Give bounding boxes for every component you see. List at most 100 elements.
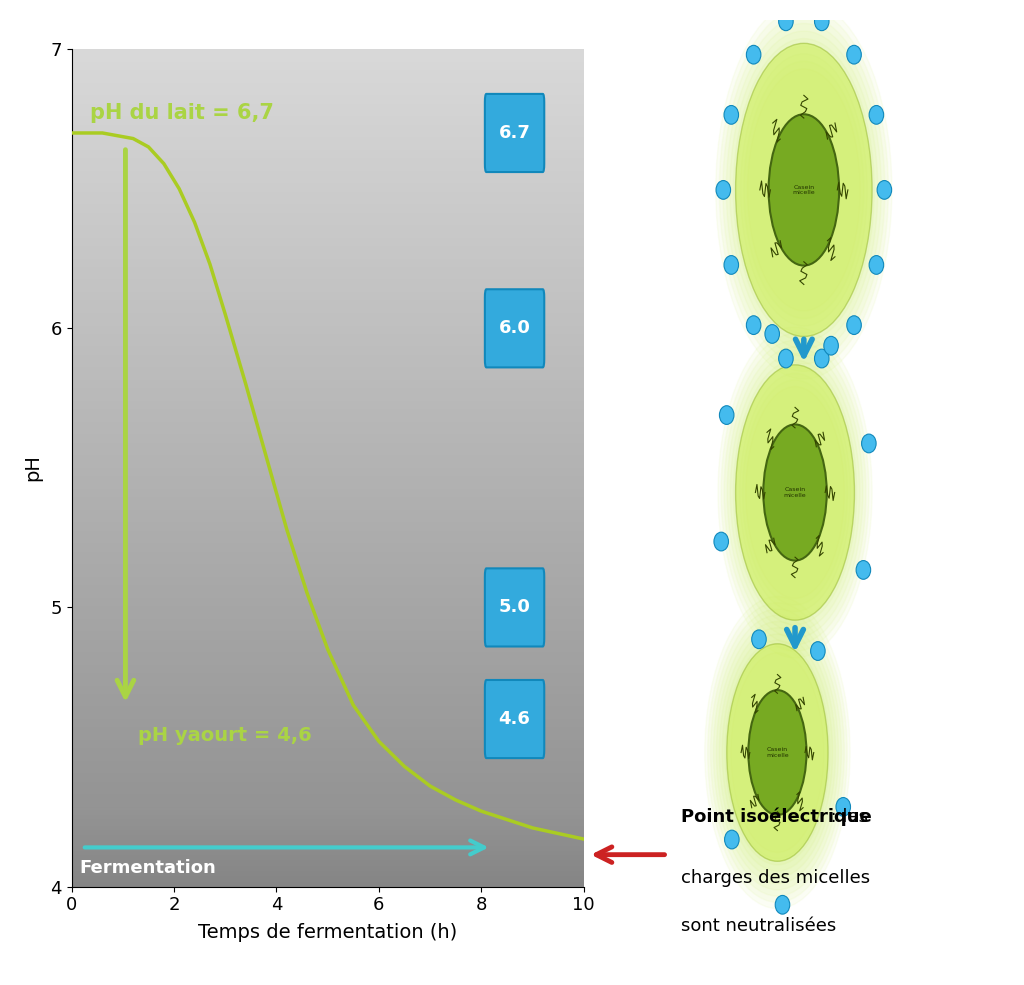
Bar xyxy=(72,678,584,682)
Bar xyxy=(72,267,584,271)
Bar xyxy=(72,70,584,75)
Ellipse shape xyxy=(869,255,884,274)
Bar xyxy=(72,769,584,773)
Bar xyxy=(72,644,584,648)
Bar xyxy=(72,816,584,820)
Ellipse shape xyxy=(765,325,779,344)
Bar xyxy=(72,371,584,375)
Bar xyxy=(72,308,584,313)
Bar xyxy=(72,363,584,367)
Bar xyxy=(72,821,584,822)
Ellipse shape xyxy=(856,560,870,579)
Bar xyxy=(72,732,584,736)
Bar xyxy=(72,824,584,825)
Bar xyxy=(72,760,584,765)
Bar xyxy=(72,854,584,855)
Circle shape xyxy=(705,597,850,908)
Bar xyxy=(72,841,584,843)
Text: pH du lait = 6,7: pH du lait = 6,7 xyxy=(90,103,273,123)
Bar xyxy=(72,166,584,170)
Bar xyxy=(72,293,584,296)
Bar xyxy=(72,62,584,66)
Text: 4.6: 4.6 xyxy=(499,710,530,728)
Bar xyxy=(72,246,584,250)
Circle shape xyxy=(717,622,839,884)
Ellipse shape xyxy=(847,316,861,335)
Bar xyxy=(72,280,584,284)
Ellipse shape xyxy=(724,255,738,274)
Bar xyxy=(72,851,584,852)
Bar xyxy=(72,623,584,627)
Bar xyxy=(72,825,584,827)
Text: Casein
micelle: Casein micelle xyxy=(793,184,815,195)
Bar xyxy=(72,840,584,844)
Bar xyxy=(72,464,584,468)
Bar xyxy=(72,552,584,556)
Circle shape xyxy=(733,361,857,624)
Circle shape xyxy=(708,603,847,902)
Circle shape xyxy=(723,16,885,363)
Text: 6.7: 6.7 xyxy=(499,124,530,142)
Bar xyxy=(72,170,584,175)
Bar xyxy=(72,522,584,526)
Bar xyxy=(72,782,584,786)
Bar xyxy=(72,196,584,200)
Circle shape xyxy=(742,380,848,605)
FancyBboxPatch shape xyxy=(485,290,545,367)
Bar xyxy=(72,822,584,824)
Ellipse shape xyxy=(824,336,839,355)
Bar xyxy=(72,451,584,455)
Bar xyxy=(72,619,584,623)
Bar xyxy=(72,489,584,493)
Bar xyxy=(72,124,584,129)
Bar xyxy=(72,367,584,371)
Bar xyxy=(72,870,584,871)
Bar xyxy=(72,116,584,120)
Circle shape xyxy=(719,627,836,878)
Bar xyxy=(72,863,584,865)
Bar xyxy=(72,745,584,749)
Bar xyxy=(72,568,584,572)
FancyBboxPatch shape xyxy=(485,94,545,172)
Bar xyxy=(72,388,584,393)
Text: sont neutralisées: sont neutralisées xyxy=(681,917,836,935)
Bar xyxy=(72,690,584,694)
Bar xyxy=(72,459,584,464)
Bar xyxy=(72,200,584,204)
Bar xyxy=(72,794,584,799)
Bar xyxy=(72,53,584,57)
Bar xyxy=(72,831,584,833)
Bar xyxy=(72,736,584,740)
Bar xyxy=(72,836,584,840)
Bar xyxy=(72,858,584,860)
Bar xyxy=(72,476,584,481)
Bar xyxy=(72,635,584,639)
Bar xyxy=(72,92,584,96)
Bar xyxy=(72,876,584,877)
Bar xyxy=(72,343,584,347)
Ellipse shape xyxy=(775,895,790,914)
Circle shape xyxy=(739,373,851,612)
Bar xyxy=(72,179,584,183)
Bar xyxy=(72,154,584,159)
Bar xyxy=(72,414,584,418)
Bar xyxy=(72,497,584,501)
Bar xyxy=(72,347,584,351)
Bar xyxy=(72,288,584,292)
Bar xyxy=(72,871,584,873)
Circle shape xyxy=(745,386,845,599)
Bar xyxy=(72,866,584,870)
Bar xyxy=(72,360,584,363)
Bar xyxy=(72,137,584,142)
Bar xyxy=(72,492,584,497)
Bar xyxy=(72,397,584,401)
Bar xyxy=(72,853,584,857)
Bar xyxy=(72,866,584,868)
Bar xyxy=(72,790,584,794)
Bar xyxy=(72,818,584,820)
Bar xyxy=(72,66,584,70)
Bar xyxy=(72,606,584,610)
Circle shape xyxy=(744,61,863,318)
Bar xyxy=(72,375,584,380)
Bar xyxy=(72,75,584,79)
